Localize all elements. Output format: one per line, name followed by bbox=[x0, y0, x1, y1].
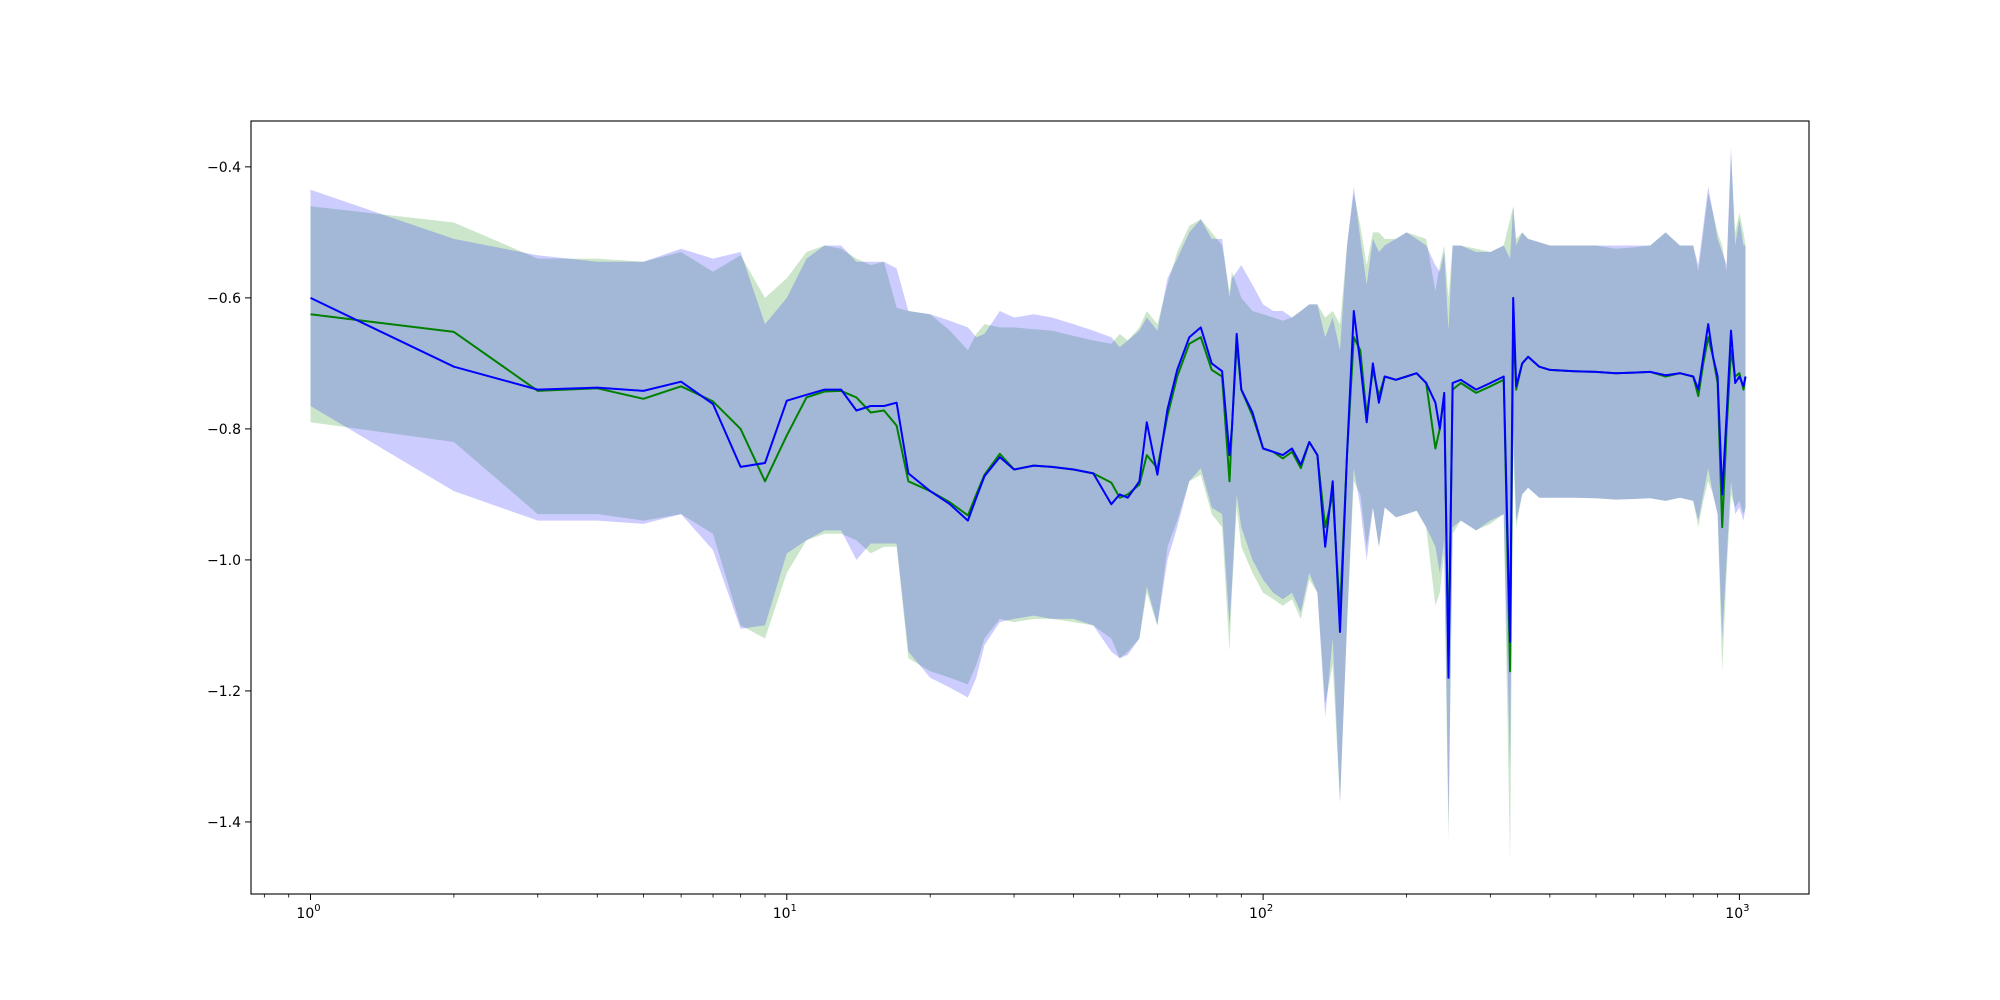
x-tick-base: 10 bbox=[1725, 906, 1743, 922]
y-tick-label: −0.8 bbox=[207, 422, 241, 438]
x-tick-label: 102 bbox=[1249, 903, 1273, 922]
x-tick-base: 10 bbox=[773, 906, 791, 922]
plot-frame bbox=[250, 120, 1810, 895]
series-1-band bbox=[310, 147, 1746, 822]
series-1-line bbox=[310, 296, 1747, 679]
y-tick-label: −1.4 bbox=[207, 815, 241, 831]
x-tick-base: 10 bbox=[296, 906, 314, 922]
confidence-bands bbox=[310, 147, 1746, 862]
x-axis: 100 101 102 103 bbox=[263, 894, 1750, 922]
x-tick-base: 10 bbox=[1249, 906, 1267, 922]
series-lines bbox=[310, 296, 1747, 679]
y-tick-label: −1.0 bbox=[207, 553, 241, 569]
x-tick-label: 100 bbox=[296, 903, 320, 922]
y-axis: −0.4 −0.6 −0.8 −1.0 −1.2 −1.4 bbox=[207, 160, 251, 831]
x-tick-label: 103 bbox=[1725, 903, 1749, 922]
y-tick-label: −0.4 bbox=[207, 160, 241, 176]
x-tick-exponent: 3 bbox=[1743, 903, 1749, 914]
x-tick-exponent: 2 bbox=[1267, 903, 1273, 914]
series-0-band bbox=[310, 153, 1746, 862]
x-tick-exponent: 1 bbox=[791, 903, 797, 914]
x-tick-exponent: 0 bbox=[314, 903, 320, 914]
y-tick-label: −0.6 bbox=[207, 291, 241, 307]
y-tick-label: −1.2 bbox=[207, 684, 241, 700]
x-tick-label: 101 bbox=[773, 903, 797, 922]
